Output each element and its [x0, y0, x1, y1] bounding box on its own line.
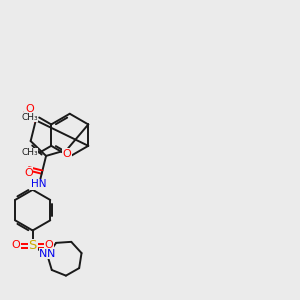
Text: O: O: [63, 148, 72, 158]
Text: O: O: [45, 240, 54, 250]
Text: O: O: [12, 240, 20, 250]
Text: HN: HN: [31, 179, 46, 189]
Text: N: N: [47, 249, 55, 259]
Text: O: O: [24, 168, 33, 178]
Text: S: S: [28, 239, 37, 252]
Text: N: N: [39, 249, 48, 259]
Text: CH₃: CH₃: [21, 113, 38, 122]
Text: CH₃: CH₃: [21, 148, 38, 157]
Text: O: O: [25, 104, 34, 114]
